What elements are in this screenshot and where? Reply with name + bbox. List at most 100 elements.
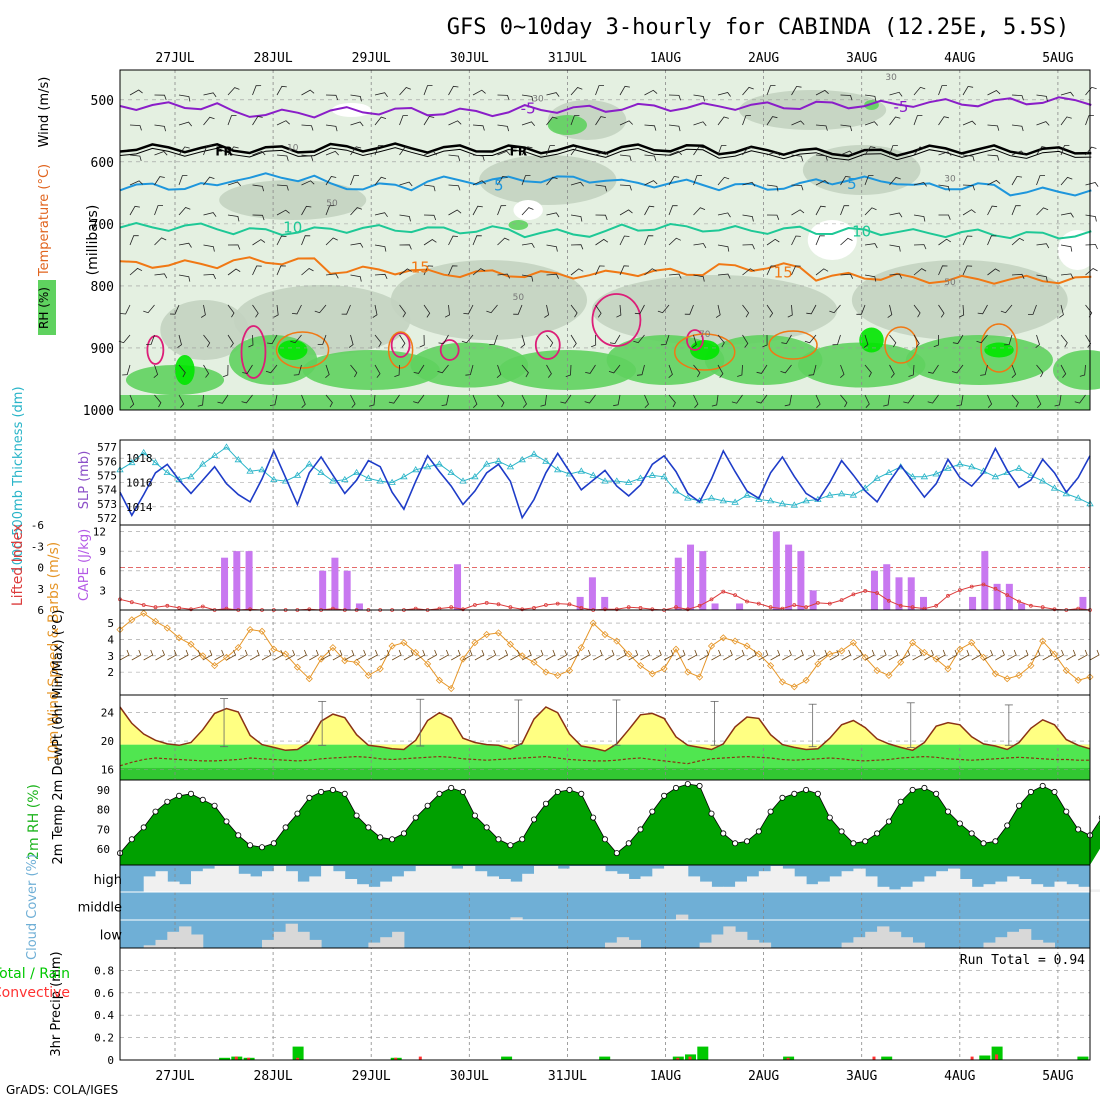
wind-barb	[887, 304, 893, 318]
wind-barb	[178, 121, 193, 127]
surface-wind-barb	[297, 649, 307, 661]
wind-barb	[1060, 212, 1074, 218]
cloud-high-bar	[900, 886, 913, 892]
wind-barb	[693, 364, 701, 378]
rh2m-marker	[661, 792, 668, 799]
wind-barb	[959, 304, 965, 318]
cloud-high-bar	[652, 868, 665, 892]
wind-barb	[693, 243, 707, 249]
cloud-high-bar	[735, 881, 748, 892]
wind-speed-marker	[376, 665, 384, 673]
rh2m-marker	[507, 842, 514, 849]
wind-barb	[423, 151, 437, 156]
cloud-low-bar	[888, 931, 902, 948]
thickness-marker	[719, 497, 728, 504]
cloud-high-bar	[1066, 884, 1079, 892]
wind-barb	[497, 124, 509, 132]
cloud-low-bar	[392, 931, 405, 948]
cloud-level-label: middle	[78, 901, 122, 916]
wind-speed-marker	[932, 655, 940, 663]
lifted-index-marker	[1052, 607, 1057, 612]
lifted-index-marker	[626, 605, 631, 610]
rh2m-marker	[649, 808, 656, 815]
wind-barb	[1060, 244, 1073, 252]
wind-barb	[657, 304, 670, 314]
surface-wind-barb	[723, 649, 733, 661]
lifted-index-marker	[165, 603, 170, 608]
wind-barb	[756, 364, 768, 374]
surface-wind-barb	[805, 649, 816, 661]
wind-speed-marker	[282, 650, 290, 658]
wind-speed-marker	[838, 647, 846, 655]
wind-barb	[546, 334, 554, 348]
rh2m-tick-label: 70	[97, 823, 110, 836]
thickness-tick-label: 573	[97, 498, 117, 511]
wind-barb	[154, 124, 166, 132]
wind-speed-marker	[790, 683, 798, 691]
isotherm-line	[119, 142, 1092, 158]
lifted-index-marker	[520, 607, 525, 612]
cloud-low-bar	[983, 942, 996, 948]
wind-barb	[1085, 334, 1092, 348]
wind-barb	[938, 304, 945, 318]
pressure-tick-label: 1000	[83, 404, 114, 419]
wind-barb	[1011, 237, 1025, 246]
lifted-index-marker	[248, 607, 253, 612]
wind-barb	[1085, 268, 1098, 276]
surface-wind-barb	[959, 649, 970, 661]
wind-barb	[1085, 86, 1097, 96]
isotherm-label: 5	[494, 176, 504, 194]
rh2m-marker	[968, 830, 975, 837]
thickness-marker	[707, 494, 716, 501]
rh2m-marker	[448, 784, 455, 791]
date-label-bottom: 29JUL	[352, 1069, 391, 1084]
rh-contour-label: 30	[885, 73, 897, 83]
wind-barb	[544, 304, 550, 318]
date-label-top: 31JUL	[548, 51, 587, 66]
thickness-marker	[163, 468, 172, 475]
date-label-top: 28JUL	[254, 51, 293, 66]
wind-barb	[856, 304, 866, 315]
lifted-index-marker	[804, 605, 808, 610]
precip-convective-bar	[872, 1056, 876, 1060]
wind-speed-marker	[435, 676, 443, 684]
cloud-high-bar	[794, 876, 807, 892]
surface-wind-barb	[758, 649, 769, 661]
cloud-high-bar	[959, 879, 973, 892]
orange-contour	[768, 330, 818, 360]
wind-barb	[293, 364, 302, 376]
wind-barb	[154, 151, 168, 156]
precip-convective-bar	[394, 1057, 398, 1060]
wind-speed-marker	[672, 645, 680, 653]
wind-barb	[1060, 116, 1072, 126]
wind-barb	[693, 146, 705, 156]
wind-barb	[374, 334, 382, 348]
cloud-high-bar	[486, 876, 499, 892]
wind-barb	[1035, 334, 1040, 349]
wind-barb	[314, 304, 327, 314]
wind-barb	[864, 207, 877, 216]
wind-barb	[423, 265, 434, 276]
wind-barb	[742, 181, 756, 187]
wind-barb	[227, 146, 239, 156]
rh2m-marker	[152, 808, 159, 815]
cape-bar	[1079, 596, 1087, 610]
rh2m-marker	[554, 788, 561, 795]
wind-barb	[399, 115, 408, 126]
wind-barb	[546, 145, 555, 156]
wind-barb	[889, 364, 895, 378]
cloud-high-bar	[332, 871, 346, 892]
wind-barb	[889, 212, 903, 218]
wind-barb	[717, 273, 731, 279]
wind-barb	[419, 334, 425, 348]
lifted-index-marker	[685, 607, 690, 612]
wind-speed-marker	[317, 655, 325, 663]
rh2m-tick-label: 80	[97, 804, 110, 817]
wind-speed-marker	[542, 668, 550, 676]
wind-barb	[913, 86, 926, 96]
wind-barb	[883, 394, 890, 407]
lifted-index-marker	[567, 602, 572, 607]
wind-barb	[513, 304, 523, 315]
surface-wind-barb	[202, 649, 213, 661]
